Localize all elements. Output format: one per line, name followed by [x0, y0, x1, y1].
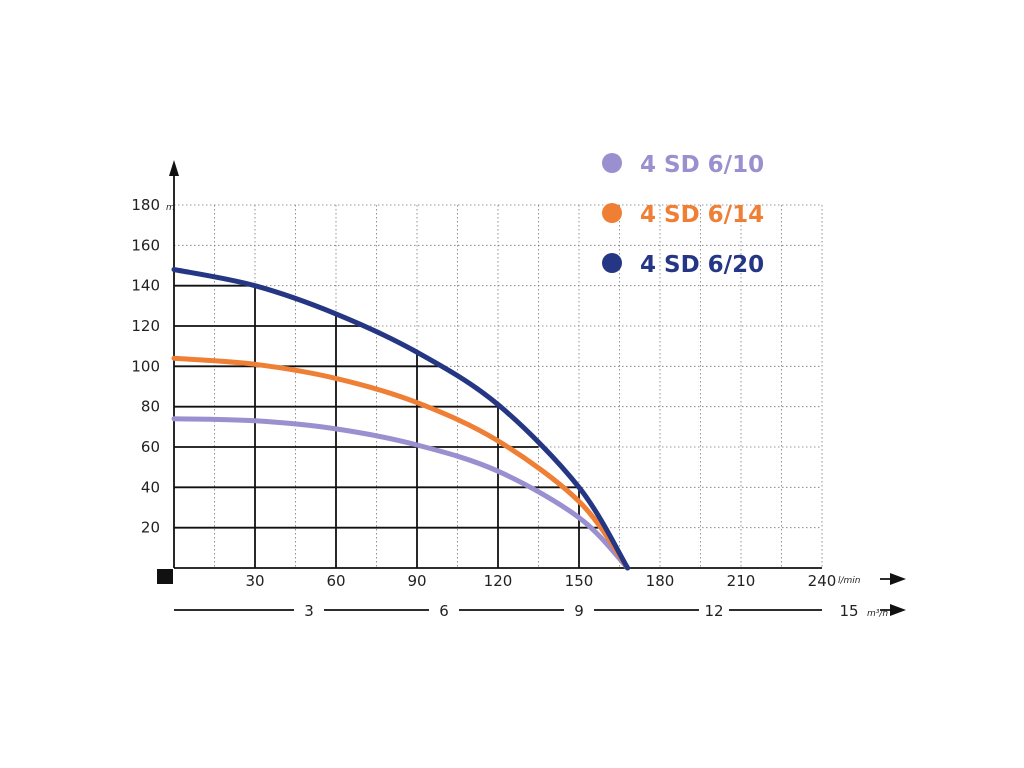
x-secondary-tick-label: 12 — [704, 602, 723, 620]
series-layer — [171, 267, 631, 571]
secondary-tick-gap — [294, 601, 324, 619]
x-tick-label: 180 — [646, 572, 675, 590]
axes — [157, 160, 906, 619]
x-tick-label: 120 — [484, 572, 513, 590]
legend-label-1: 4 SD 6/10 — [640, 152, 764, 178]
x-tick-label: 30 — [245, 572, 264, 590]
legend-marker-1 — [602, 153, 622, 173]
legend-label-2: 4 SD 6/14 — [640, 202, 764, 228]
y-tick-label: 100 — [131, 357, 160, 375]
secondary-tick-gap — [564, 601, 594, 619]
x-secondary-tick-label: 3 — [304, 602, 314, 620]
secondary-tick-gap — [834, 601, 864, 619]
tick-labels: 20 40 60 80 100 120 140 160 180 m 30 60 90 120 150 180 2… — [131, 196, 888, 620]
x-tick-label: 90 — [407, 572, 426, 590]
y-tick-label: 60 — [141, 438, 160, 456]
x-unit-primary-label: l/min — [838, 576, 861, 586]
x-axis-primary-arrow — [890, 573, 906, 585]
x-secondary-tick-label: 6 — [439, 602, 449, 620]
x-tick-label: 60 — [326, 572, 345, 590]
y-tick-label: 180 — [131, 196, 160, 214]
legend-label-3: 4 SD 6/20 — [640, 252, 764, 278]
x-unit-secondary-label: m³/h — [867, 609, 888, 619]
y-tick-label: 120 — [131, 317, 160, 335]
series-line-3 — [171, 267, 631, 571]
y-tick-label: 80 — [141, 398, 160, 416]
legend-marker-2 — [602, 203, 622, 223]
y-tick-label: 40 — [141, 478, 160, 496]
y-tick-label: 20 — [141, 519, 160, 537]
series-line-2 — [171, 355, 631, 571]
legend-marker-3 — [602, 253, 622, 273]
x-secondary-tick-label: 15 — [839, 602, 858, 620]
x-tick-label: 150 — [565, 572, 594, 590]
major-grid — [174, 284, 604, 568]
secondary-tick-gap — [429, 601, 459, 619]
x-axis-secondary-arrow — [890, 604, 906, 616]
y-tick-label: 160 — [131, 236, 160, 254]
y-unit-label: m — [166, 203, 175, 213]
x-tick-label: 210 — [727, 572, 756, 590]
x-secondary-tick-label: 9 — [574, 602, 584, 620]
y-axis-arrow — [169, 160, 179, 176]
secondary-tick-gap — [699, 601, 729, 619]
series-line-1 — [171, 416, 631, 571]
legend: 4 SD 6/10 4 SD 6/14 4 SD 6/20 — [602, 152, 764, 278]
origin-square — [157, 569, 173, 584]
y-tick-label: 140 — [131, 277, 160, 295]
x-tick-label: 240 — [808, 572, 837, 590]
